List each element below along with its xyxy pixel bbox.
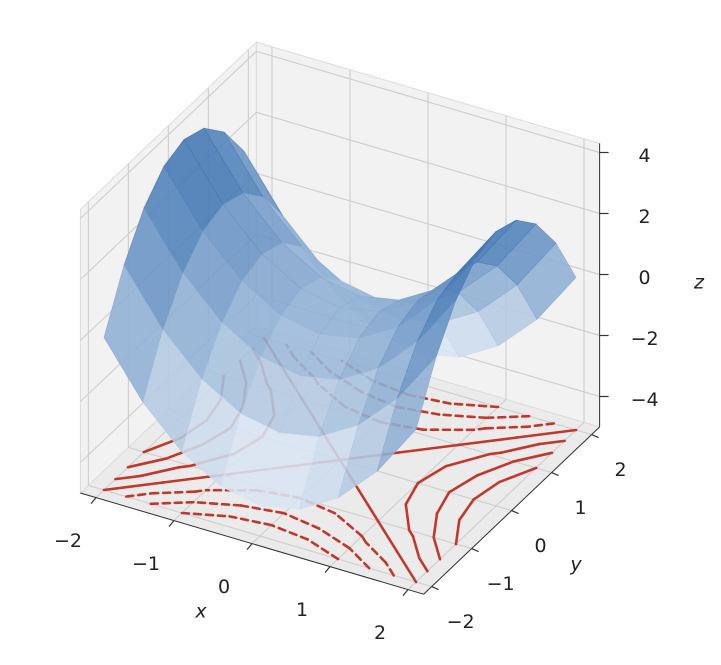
contour-segment (384, 561, 396, 577)
z-tick-label: −2 (631, 328, 659, 350)
x-axis-line (80, 492, 424, 595)
x-tick-label: 2 (374, 622, 386, 644)
contour-segment (499, 442, 541, 455)
grid-line (329, 115, 507, 568)
contour-segment (270, 523, 309, 541)
y-tick-label: 0 (535, 535, 547, 557)
contour-segment (449, 402, 500, 409)
x-tick (324, 566, 331, 573)
z-tick-label: 0 (639, 267, 651, 289)
grid (79, 46, 600, 591)
x-axis-label: x (194, 601, 207, 623)
contour-segment (124, 492, 153, 498)
contour-segment (472, 480, 501, 501)
z-tick-label: 2 (639, 206, 651, 228)
contour-segment (456, 436, 519, 447)
contour-segment (417, 556, 429, 573)
contour-segment (487, 451, 503, 456)
y-tick (591, 434, 599, 439)
contour-segment (454, 518, 461, 546)
contour-segment (192, 488, 208, 494)
x-tick-label: −2 (54, 530, 82, 552)
contour-segment (447, 474, 479, 494)
y-tick (431, 586, 439, 591)
contour-segment (472, 426, 488, 432)
grid-line (407, 138, 585, 591)
contour-segment (437, 413, 488, 420)
contour-segment (397, 443, 460, 454)
contour-segment (364, 540, 387, 564)
contour-segment (333, 511, 364, 538)
contour-segment (404, 502, 411, 532)
contour-segment (395, 550, 418, 584)
contour-segment (282, 511, 321, 530)
x-tick (246, 543, 253, 550)
contour-segment (150, 490, 196, 495)
x-tick-label: −1 (132, 553, 160, 575)
x-tick-label: 0 (218, 576, 230, 598)
contour-segment (435, 490, 451, 515)
contour-segment (360, 534, 368, 544)
contour-segment (537, 439, 566, 446)
z-tick-label: −4 (631, 389, 659, 411)
x-tick-label: 1 (296, 599, 308, 621)
contour-segment (475, 460, 516, 477)
contour-segment (114, 474, 143, 481)
contour-segment (515, 428, 578, 439)
contour-segment (357, 489, 380, 523)
contour-segment (192, 500, 243, 507)
contour-segment (102, 481, 165, 492)
x-tick (168, 520, 175, 527)
y-axis-label: y (569, 554, 582, 576)
contour-segment (239, 504, 286, 515)
contour-segment (457, 498, 476, 522)
contour-segment (485, 414, 531, 420)
contour-segment (432, 536, 442, 561)
z-axis-label: z (693, 272, 705, 294)
contour-segment (139, 465, 181, 478)
contour-segment (411, 534, 421, 560)
contour-segment (432, 512, 439, 539)
contour-segment (317, 527, 351, 550)
contour-segment (149, 500, 195, 506)
grid-line (87, 201, 432, 588)
surface (103, 127, 577, 510)
contour-segment (527, 422, 556, 428)
y-tick-label: −2 (447, 611, 475, 633)
x-tick (402, 589, 409, 596)
contour-segment (306, 538, 340, 561)
y-tick-label: 1 (575, 497, 587, 519)
contour-segment (348, 546, 371, 570)
contour-segment (484, 425, 530, 430)
y-tick-label: −1 (487, 573, 515, 595)
y-tick (471, 548, 479, 553)
contour-segment (404, 481, 420, 506)
contour-segment (180, 511, 231, 518)
grid-line (79, 50, 600, 219)
contour-segment (444, 452, 491, 468)
axes: −2 −1 0 1 2 −2 −1 0 1 2 −4 −2 0 2 4 (54, 143, 659, 644)
contour-segment (512, 451, 554, 463)
y-tick (551, 472, 559, 477)
y-axis-line (423, 426, 600, 595)
x-tick (90, 497, 97, 504)
y-tick-label: 2 (615, 459, 627, 481)
contour-segment (497, 466, 538, 484)
surface-patch (376, 356, 437, 472)
z-tick-label: 4 (639, 145, 651, 167)
contour-segment (376, 519, 399, 553)
contour-segment (228, 515, 273, 527)
contour-segment (416, 464, 448, 485)
y-tick (511, 510, 519, 515)
contour-segment (177, 464, 193, 469)
contour-segment (126, 457, 168, 469)
